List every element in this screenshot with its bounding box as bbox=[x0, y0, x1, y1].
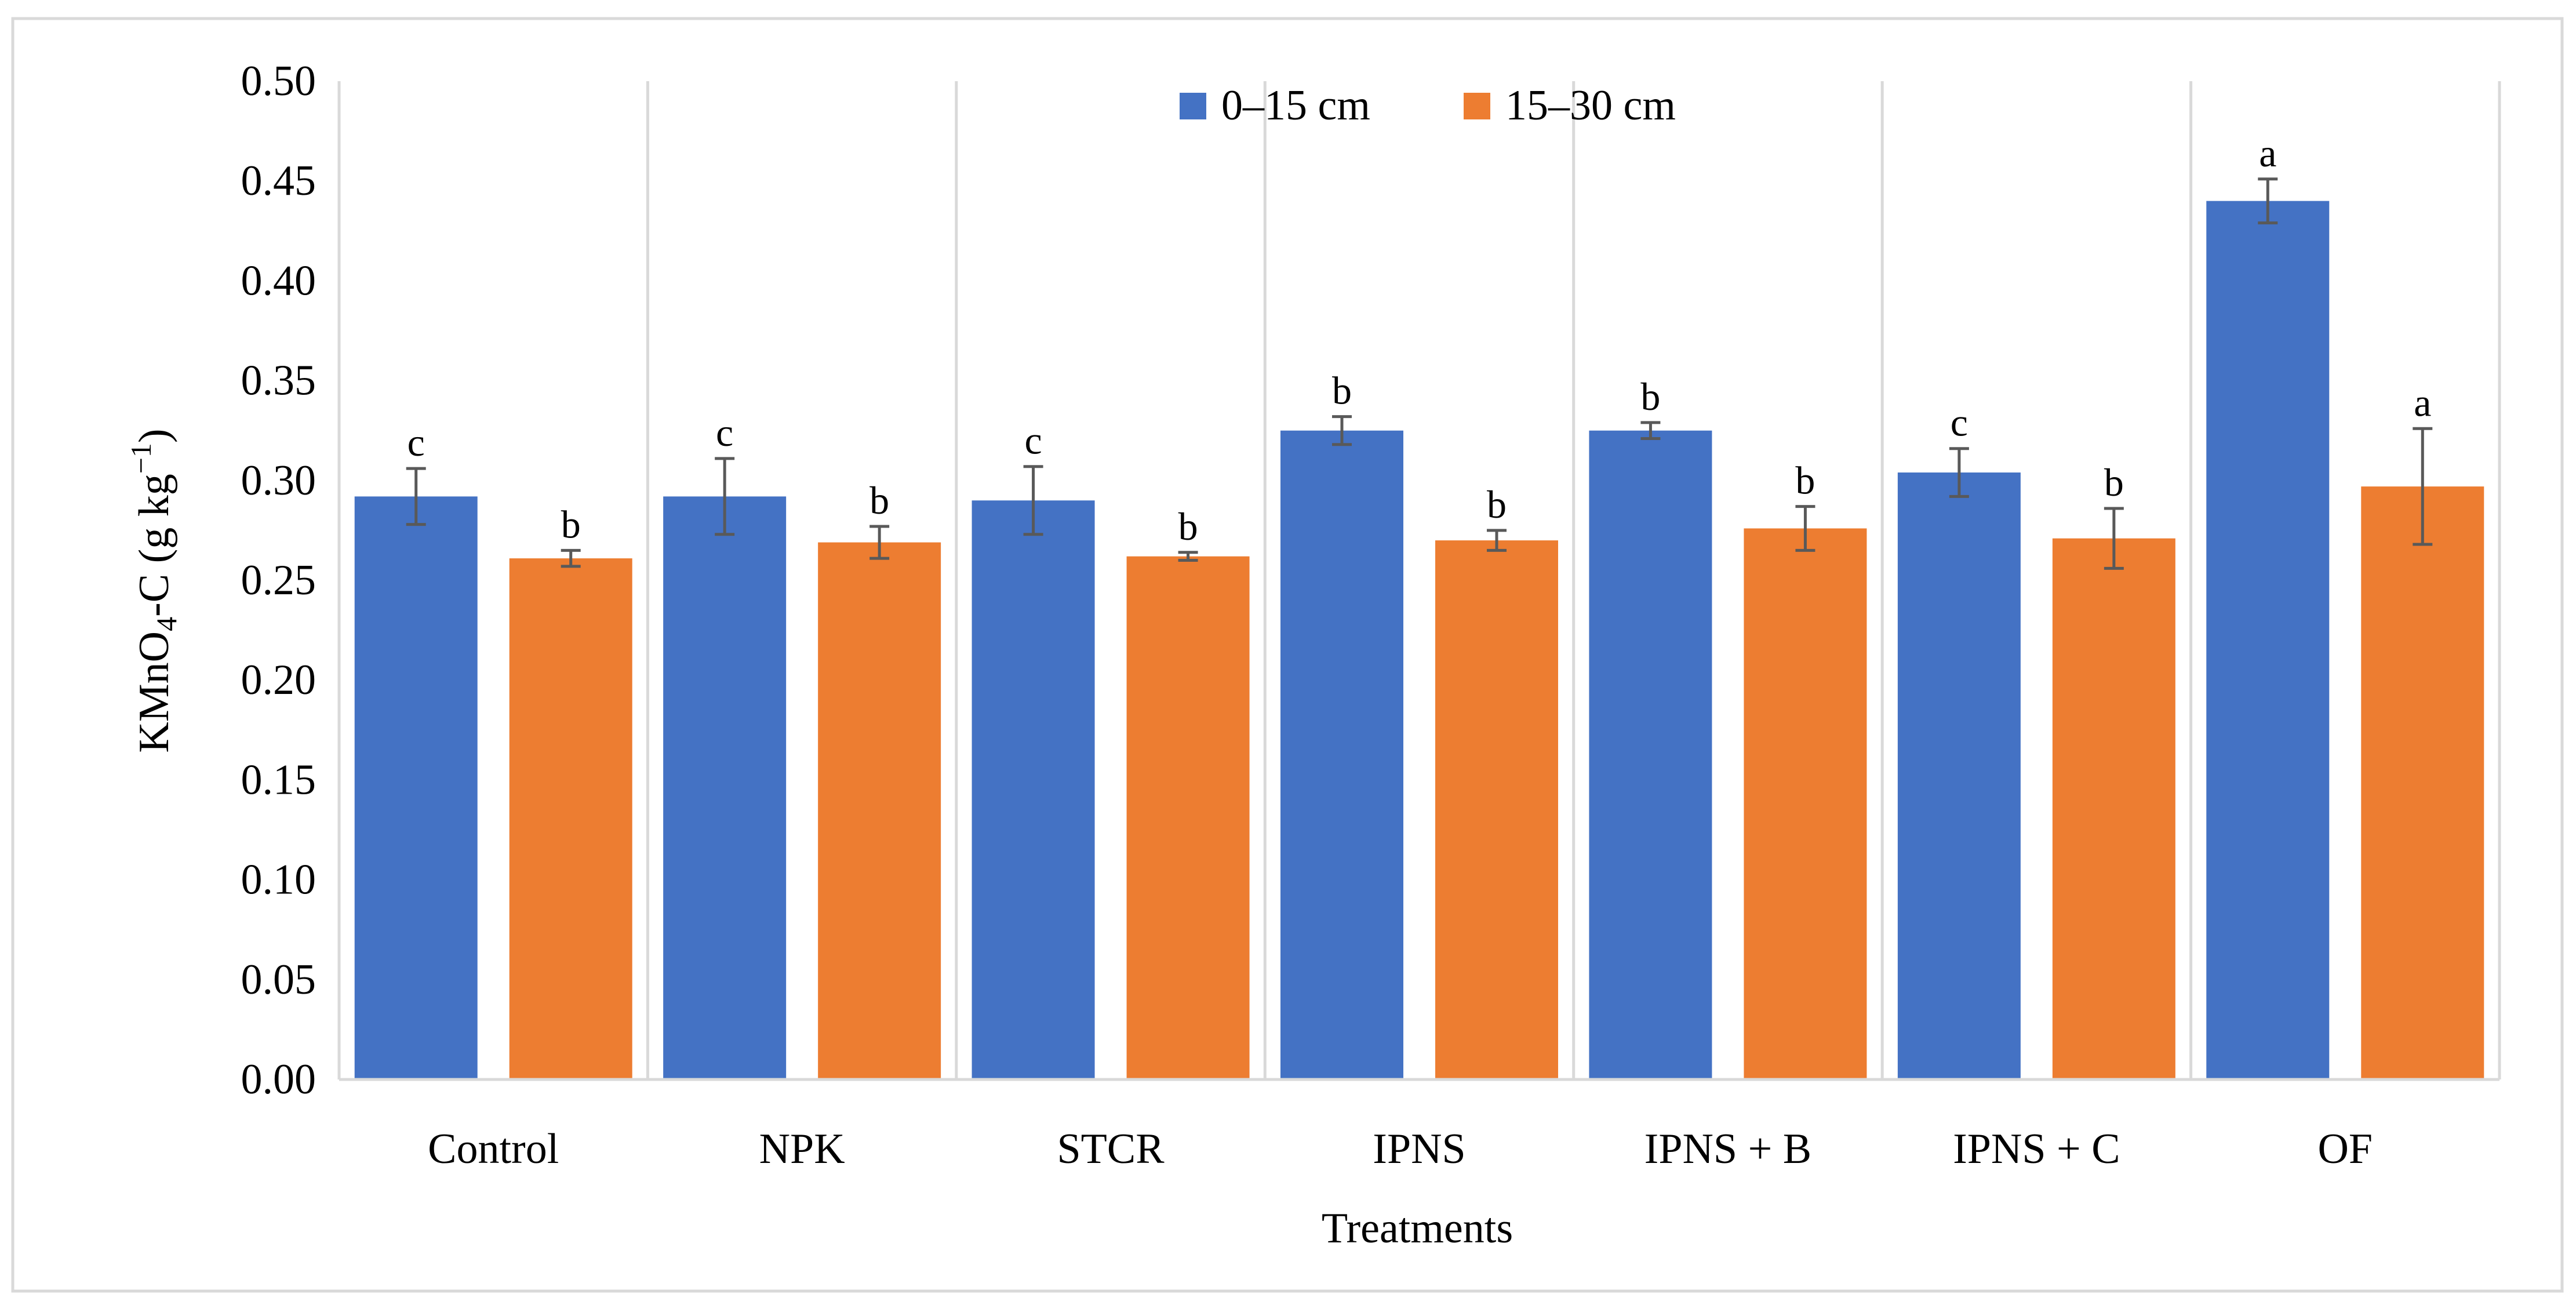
sig-letter-15-30-cm-of: a bbox=[2414, 380, 2431, 424]
legend-swatch-15-30-cm bbox=[1464, 93, 1490, 119]
y-tick-label-0: 0.00 bbox=[241, 1056, 316, 1103]
error-bar-0-15-cm-stcr bbox=[1023, 465, 1043, 536]
sig-letter-0-15-cm-ipns-b: b bbox=[1640, 375, 1660, 419]
y-tick-label-10: 0.50 bbox=[241, 57, 316, 105]
error-bar-0-15-cm-of bbox=[2258, 177, 2278, 225]
error-bar-15-30-cm-ipns bbox=[1487, 529, 1507, 552]
bar-15-30-cm-ipns-c bbox=[2052, 538, 2175, 1079]
x-tick-label-npk: NPK bbox=[759, 1125, 845, 1173]
sig-letter-15-30-cm-ipns-b: b bbox=[1795, 459, 1815, 503]
y-axis-title-pre: KMnO bbox=[130, 631, 178, 753]
error-bar-0-15-cm-ipns-c bbox=[1949, 447, 1969, 498]
bar-15-30-cm-npk bbox=[818, 542, 941, 1079]
sig-letter-0-15-cm-npk: c bbox=[716, 410, 733, 455]
x-tick-label-ipns-b: IPNS + B bbox=[1644, 1125, 1811, 1173]
bar-0-15-cm-of bbox=[2206, 201, 2330, 1079]
error-bar-0-15-cm-ipns bbox=[1332, 415, 1352, 446]
error-bar-15-30-cm-control bbox=[561, 548, 581, 568]
grid-layer bbox=[337, 81, 2501, 1079]
sig-letter-0-15-cm-ipns: b bbox=[1332, 369, 1352, 413]
y-tick-label-5: 0.25 bbox=[241, 557, 316, 604]
sig-letter-15-30-cm-control: b bbox=[561, 502, 581, 546]
y-tick-label-6: 0.30 bbox=[241, 457, 316, 504]
bar-0-15-cm-ipns-c bbox=[1897, 472, 2021, 1080]
sig-letter-0-15-cm-control: c bbox=[407, 420, 425, 464]
bar-0-15-cm-npk bbox=[663, 496, 787, 1079]
legend-swatch-0-15-cm bbox=[1180, 93, 1206, 119]
y-tick-label-2: 0.10 bbox=[241, 856, 316, 904]
bar-15-30-cm-of bbox=[2361, 486, 2484, 1079]
error-bar-0-15-cm-npk bbox=[715, 457, 735, 536]
error-bar-0-15-cm-control bbox=[406, 467, 426, 526]
error-bar-15-30-cm-ipns-c bbox=[2104, 507, 2124, 570]
sig-letter-0-15-cm-stcr: c bbox=[1024, 419, 1042, 463]
bar-0-15-cm-stcr bbox=[972, 500, 1095, 1079]
error-bar-15-30-cm-of bbox=[2413, 427, 2433, 546]
legend: 0–15 cm 15–30 cm bbox=[1180, 82, 1676, 129]
x-tick-label-stcr: STCR bbox=[1057, 1125, 1165, 1173]
y-tick-label-8: 0.40 bbox=[241, 257, 316, 304]
x-axis-title: Treatments bbox=[1322, 1205, 1513, 1252]
sig-letter-15-30-cm-npk: b bbox=[869, 478, 889, 522]
sig-letter-15-30-cm-ipns: b bbox=[1487, 482, 1507, 526]
y-tick-label-7: 0.35 bbox=[241, 357, 316, 405]
bar-0-15-cm-ipns bbox=[1280, 430, 1403, 1080]
x-tick-label-ipns-c: IPNS + C bbox=[1953, 1125, 2120, 1173]
y-axis-title-sup: −1 bbox=[125, 443, 157, 474]
error-bar-0-15-cm-ipns-b bbox=[1640, 421, 1661, 440]
error-bar-15-30-cm-stcr bbox=[1178, 551, 1198, 562]
sig-letter-15-30-cm-ipns-c: b bbox=[2104, 460, 2124, 504]
x-tick-label-control: Control bbox=[428, 1125, 559, 1173]
sig-letter-0-15-cm-ipns-c: c bbox=[1951, 401, 1968, 445]
bars-layer: c b c b c b b b b b c b a a bbox=[354, 131, 2484, 1080]
bar-0-15-cm-control bbox=[354, 496, 478, 1079]
bar-15-30-cm-stcr bbox=[1126, 556, 1250, 1079]
sig-letter-0-15-cm-of: a bbox=[2259, 131, 2276, 175]
y-axis-title-mid: -C (g kg bbox=[130, 474, 178, 617]
y-axis-title-sub: 4 bbox=[150, 617, 183, 631]
y-tick-label-3: 0.15 bbox=[241, 756, 316, 804]
error-bar-15-30-cm-npk bbox=[869, 525, 890, 560]
y-tick-label-1: 0.05 bbox=[241, 956, 316, 1004]
bar-15-30-cm-ipns-b bbox=[1744, 528, 1867, 1079]
y-axis-title-post: ) bbox=[130, 428, 178, 443]
x-tick-label-of: OF bbox=[2317, 1125, 2373, 1173]
y-tick-label-9: 0.45 bbox=[241, 157, 316, 205]
legend-label-15-30-cm: 15–30 cm bbox=[1505, 82, 1676, 129]
bar-15-30-cm-ipns bbox=[1435, 540, 1558, 1079]
bar-15-30-cm-control bbox=[509, 558, 632, 1079]
axis-layer: 0.00 0.05 0.10 0.15 0.20 0.25 0.30 0.35 0.40 0.45… bbox=[241, 57, 2499, 1173]
bar-0-15-cm-ipns-b bbox=[1589, 430, 1712, 1080]
x-tick-label-ipns: IPNS bbox=[1373, 1125, 1465, 1173]
sig-letter-15-30-cm-stcr: b bbox=[1178, 504, 1198, 548]
legend-label-0-15-cm: 0–15 cm bbox=[1221, 82, 1370, 129]
error-bar-15-30-cm-ipns-b bbox=[1795, 505, 1815, 552]
y-axis-title: KMnO4-C (g kg−1) bbox=[125, 428, 183, 752]
y-tick-label-4: 0.20 bbox=[241, 656, 316, 704]
